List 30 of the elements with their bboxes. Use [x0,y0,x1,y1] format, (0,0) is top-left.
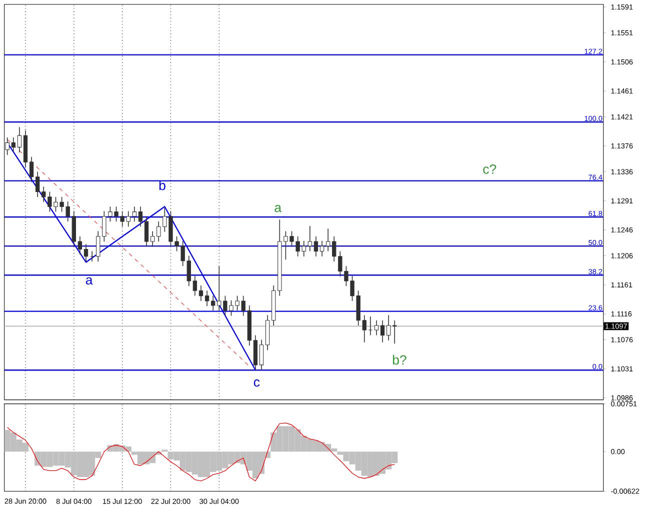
candlestick [36,171,40,198]
annotation: b? [392,354,406,364]
annotation: b [159,180,166,190]
candlestick [368,316,372,336]
candlestick [150,230,155,247]
candlestick [192,275,198,296]
candlestick [386,314,391,341]
candlestick [392,320,397,344]
candlestick [314,236,318,257]
annotation: a [86,277,93,284]
candlestick [320,240,324,257]
candlestick [17,126,22,153]
annotation: c? [483,164,496,174]
annotation: c [254,379,260,386]
candlestick [326,228,330,252]
candlestick [84,244,88,262]
candlestick [204,290,210,306]
candlestick [198,284,204,302]
candlestick [259,339,264,370]
candlestick [96,230,100,262]
candlestick [78,236,82,255]
candlestick [138,206,143,227]
candlestick [308,225,312,252]
candlestick [211,295,216,311]
candlestick [380,320,385,343]
candlestick [374,320,379,336]
candlestick [144,216,149,247]
candlestick [132,206,136,222]
annotation: a [274,204,282,212]
candlestick [29,156,34,182]
